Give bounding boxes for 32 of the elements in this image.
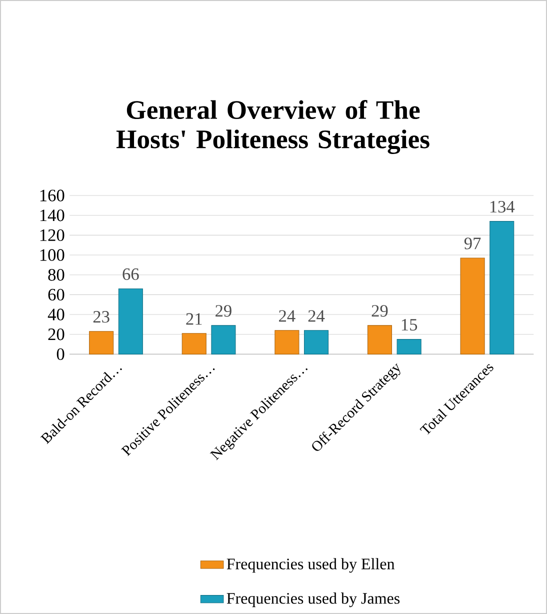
y-tick-label: 0 [56,348,64,360]
legend-label: Frequencies used by Ellen [226,558,395,573]
bar [396,339,422,354]
data-label: 24 [308,310,325,322]
y-tick-label: 140 [40,210,64,222]
data-label: 23 [93,311,110,323]
data-label: 15 [402,318,418,331]
bar [367,325,392,354]
y-tick-label: 160 [40,190,64,202]
y-tick-label: 120 [40,229,64,242]
bar [182,333,206,354]
y-tick-label: 60 [48,288,64,301]
bar [118,288,143,354]
chart-title: General Overview of The Hosts' Politeness Strategies [116,100,430,154]
bar [490,221,514,354]
y-tick-label: 20 [48,328,64,340]
data-label: 134 [490,200,515,213]
data-label: 66 [122,268,139,280]
data-label: 97 [464,238,481,250]
data-label: 24 [279,310,296,322]
bar [89,331,114,354]
bar [274,330,300,354]
data-label: 29 [372,305,388,317]
bar [304,330,329,354]
y-tick-label: 80 [48,269,64,281]
legend-label: Frequencies used by James [226,592,400,608]
data-label: 29 [216,305,232,317]
bar [460,258,485,354]
y-tick-label: 100 [40,249,64,261]
y-tick-label: 40 [48,308,64,320]
data-label: 21 [186,313,202,325]
bar [211,325,236,354]
